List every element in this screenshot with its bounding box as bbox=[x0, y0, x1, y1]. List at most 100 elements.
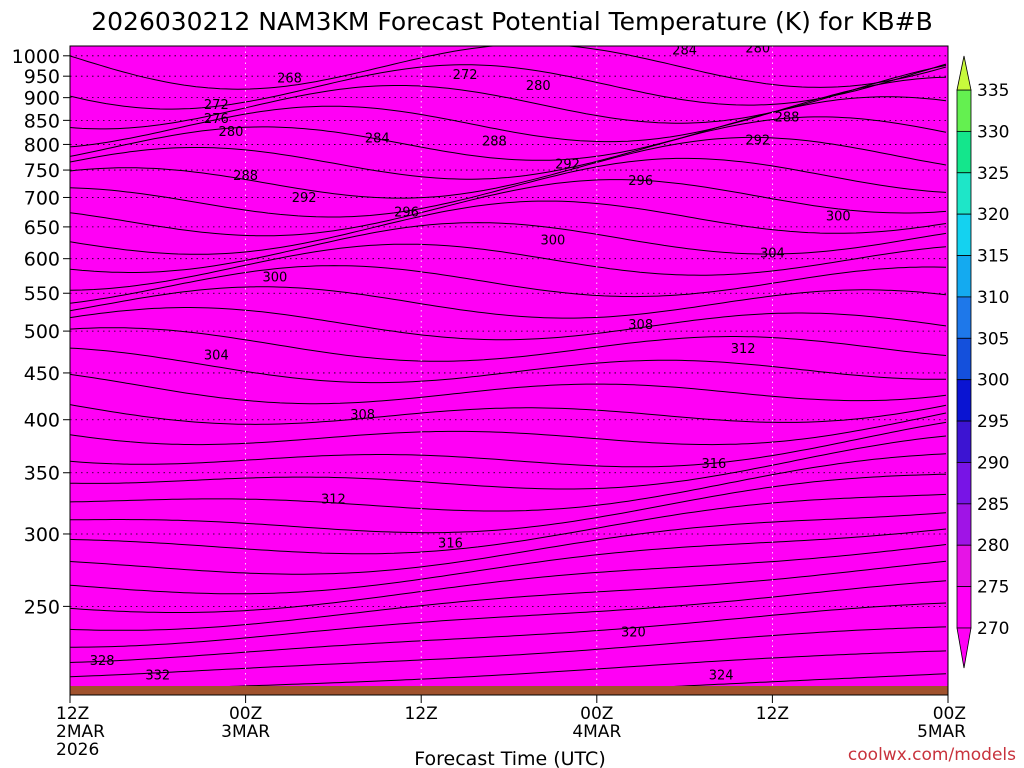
x-tick-label: 5MAR bbox=[917, 722, 966, 742]
contour-label: 292 bbox=[292, 191, 317, 206]
contour-label: 316 bbox=[438, 536, 463, 551]
contour-label: 308 bbox=[350, 408, 375, 423]
colorbar-segment bbox=[956, 420, 972, 463]
y-tick-label: 850 bbox=[24, 110, 60, 132]
colorbar-top-arrow bbox=[956, 55, 972, 91]
colorbar-segment bbox=[956, 296, 972, 339]
contour-label: 312 bbox=[321, 493, 346, 508]
y-tick-label: 600 bbox=[24, 249, 60, 271]
x-tick-label: 12Z bbox=[756, 704, 789, 724]
y-tick-label: 350 bbox=[24, 463, 60, 485]
contour-line bbox=[70, 453, 947, 512]
contour-label: 292 bbox=[745, 133, 770, 148]
x-tick-label: 00Z bbox=[933, 704, 966, 724]
contour-label: 292 bbox=[555, 157, 580, 172]
y-tick-label: 550 bbox=[24, 283, 60, 305]
y-tick-label: 1000 bbox=[12, 46, 60, 68]
x-tick-label: 3MAR bbox=[221, 722, 270, 742]
contour-line bbox=[70, 544, 947, 613]
contour-label: 312 bbox=[731, 342, 756, 357]
contour-line bbox=[70, 404, 947, 425]
contour-lines bbox=[70, 46, 947, 695]
contour-line bbox=[70, 116, 947, 180]
contour-label: 288 bbox=[482, 134, 507, 149]
x-tick-label: 4MAR bbox=[572, 722, 621, 742]
contour-line bbox=[70, 307, 947, 341]
y-tick-label: 750 bbox=[24, 160, 60, 182]
contour-labels: 332 328 324 320 316 316 312 312 308 308 304 304 300 3… bbox=[90, 44, 851, 684]
y-tick-label: 700 bbox=[24, 187, 60, 209]
plot-frame bbox=[69, 45, 949, 696]
contour-label: 280 bbox=[526, 79, 551, 94]
contour-line bbox=[70, 626, 947, 678]
y-tick-label: 900 bbox=[24, 88, 60, 110]
colorbar-tick-label: 300 bbox=[977, 371, 1009, 391]
contour-label: 288 bbox=[775, 111, 800, 126]
colorbar-tick-label: 280 bbox=[977, 536, 1009, 556]
terrain-strip bbox=[70, 686, 948, 695]
contour-line bbox=[70, 560, 947, 631]
x-tick-label: 00Z bbox=[580, 704, 613, 724]
contour-line bbox=[70, 421, 947, 468]
colorbar-segment bbox=[956, 213, 972, 256]
contour-label: 280 bbox=[219, 125, 244, 140]
credit-text: coolwx.com/models bbox=[848, 745, 1016, 765]
colorbar-segment bbox=[956, 544, 972, 588]
contour-line bbox=[70, 347, 947, 384]
contour-label: 272 bbox=[204, 98, 229, 113]
contour-label: 304 bbox=[204, 349, 229, 364]
colorbar-bottom-arrow bbox=[956, 627, 972, 669]
colorbar-tick-label: 270 bbox=[977, 619, 1009, 639]
y-axis: 2503003504004505005506006507007508008509… bbox=[12, 46, 70, 618]
colorbar-tick-label: 290 bbox=[977, 453, 1009, 473]
x-tick-label: 12Z bbox=[405, 704, 438, 724]
contour-line bbox=[70, 96, 947, 161]
colorbar-segment bbox=[956, 337, 972, 381]
contour-line bbox=[70, 412, 947, 446]
colorbar-segment bbox=[956, 462, 972, 505]
colorbar-tick-label: 295 bbox=[977, 412, 1009, 432]
colorbar-segment bbox=[956, 379, 972, 422]
plot-area: 332 328 324 320 316 316 312 312 308 308 304 304 300 3… bbox=[70, 44, 948, 695]
contour-line bbox=[70, 200, 947, 255]
chart-title: 2026030212 NAM3KM Forecast Potential Tem… bbox=[91, 7, 933, 36]
x-tick-label: 00Z bbox=[229, 704, 262, 724]
contour-line bbox=[70, 286, 947, 319]
x-tick-label: 2026 bbox=[56, 740, 99, 760]
colorbar-tick-label: 305 bbox=[977, 329, 1009, 349]
contour-label: 296 bbox=[628, 174, 653, 189]
contour-line bbox=[70, 243, 947, 291]
contour-label: 332 bbox=[145, 669, 170, 684]
colorbar-tick-label: 320 bbox=[977, 205, 1009, 225]
x-axis-label: Forecast Time (UTC) bbox=[414, 748, 605, 768]
colorbar: 335 330 325 320 315 310 305 300 295 290 285 280 275 2… bbox=[956, 55, 1009, 669]
y-tick-label: 300 bbox=[24, 524, 60, 546]
contour-line bbox=[70, 473, 947, 534]
contour-label: 304 bbox=[760, 246, 785, 261]
contour-line bbox=[70, 493, 947, 555]
colorbar-segment bbox=[956, 586, 972, 629]
contour-label: 320 bbox=[621, 626, 646, 641]
y-tick-label: 250 bbox=[24, 596, 60, 618]
contour-line bbox=[70, 602, 947, 663]
contour-line bbox=[70, 528, 947, 595]
contour-label: 300 bbox=[262, 271, 287, 286]
grid-lines bbox=[70, 46, 948, 695]
contour-label: 276 bbox=[204, 112, 229, 127]
y-tick-label: 450 bbox=[24, 363, 60, 385]
y-tick-label: 950 bbox=[24, 66, 60, 88]
contour-line bbox=[70, 580, 947, 648]
contour-label: 300 bbox=[826, 210, 851, 225]
y-tick-label: 400 bbox=[24, 410, 60, 432]
contour-line bbox=[70, 435, 947, 490]
colorbar-tick-label: 275 bbox=[977, 578, 1009, 598]
contour-line bbox=[70, 76, 947, 148]
contour-label: 296 bbox=[394, 205, 419, 220]
colorbar-tick-label: 315 bbox=[977, 247, 1009, 267]
contour-label: 284 bbox=[672, 44, 697, 59]
contour-label: 324 bbox=[709, 669, 734, 684]
colorbar-tick-label: 310 bbox=[977, 288, 1009, 308]
contour-line bbox=[70, 136, 947, 199]
colorbar-tick-label: 325 bbox=[977, 164, 1009, 184]
